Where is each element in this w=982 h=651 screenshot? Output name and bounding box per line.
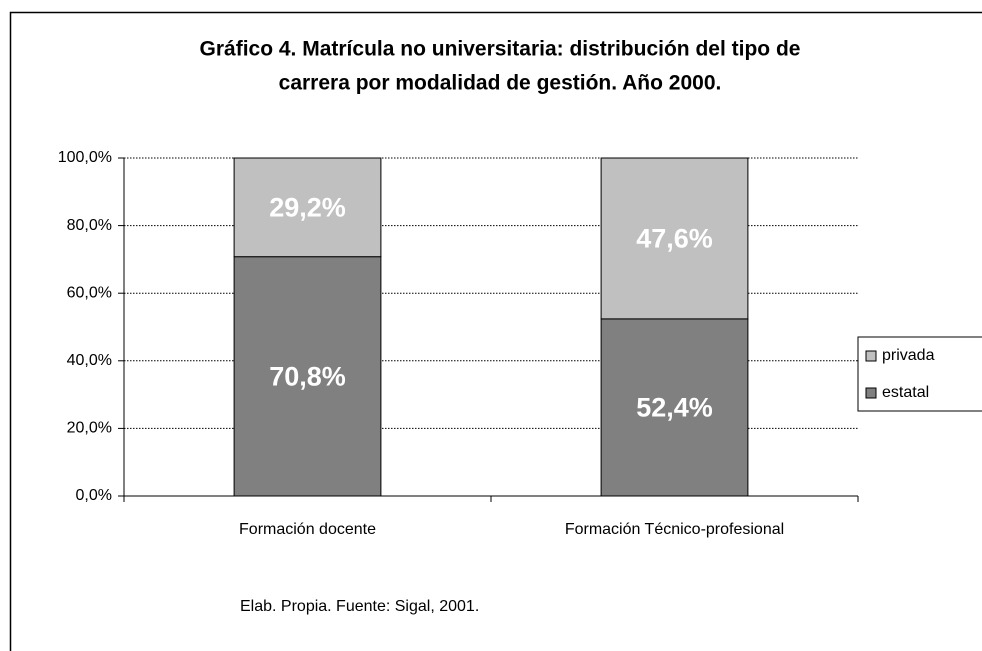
data-label: 52,4% xyxy=(636,393,713,423)
y-tick-label: 40,0% xyxy=(67,352,112,369)
legend-label: privada xyxy=(882,347,935,364)
x-tick-label: Formación docente xyxy=(239,521,376,538)
chart-title: Gráfico 4. Matrícula no universitaria: d… xyxy=(200,38,801,61)
x-tick-label: Formación Técnico-profesional xyxy=(565,521,784,538)
data-label: 70,8% xyxy=(269,361,346,391)
chart-title: carrera por modalidad de gestión. Año 20… xyxy=(279,72,722,95)
y-tick-label: 100,0% xyxy=(58,149,112,166)
bar-segment xyxy=(233,157,382,258)
bar-segment xyxy=(233,256,382,497)
data-label: 47,6% xyxy=(636,224,713,254)
legend-box xyxy=(857,336,982,412)
bar-segment xyxy=(600,157,749,320)
chart-frame xyxy=(9,11,982,651)
y-tick-label: 80,0% xyxy=(67,217,112,234)
legend-label: estatal xyxy=(882,384,929,401)
y-tick-label: 60,0% xyxy=(67,284,112,301)
data-label: 29,2% xyxy=(269,192,346,222)
legend-swatch xyxy=(865,387,877,399)
y-tick-label: 20,0% xyxy=(67,420,112,437)
bar-segment xyxy=(600,318,749,497)
legend-swatch xyxy=(865,350,877,362)
source-note: Elab. Propia. Fuente: Sigal, 2001. xyxy=(240,598,479,615)
y-tick-label: 0,0% xyxy=(76,487,112,504)
